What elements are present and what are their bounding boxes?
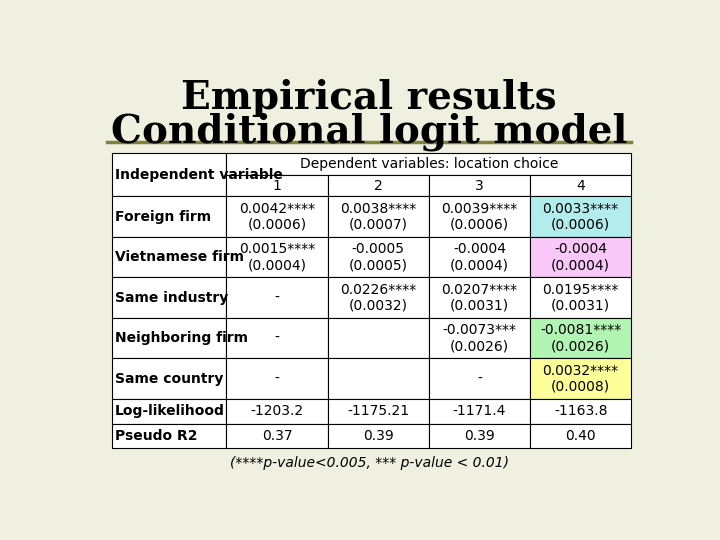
Bar <box>227 174 328 197</box>
Text: 0.0226****
(0.0032): 0.0226**** (0.0032) <box>340 282 416 313</box>
Bar <box>112 237 227 278</box>
Bar <box>429 318 530 359</box>
Text: -: - <box>274 291 279 305</box>
Bar <box>328 197 429 237</box>
Bar <box>227 359 328 399</box>
Bar <box>112 399 227 423</box>
Bar <box>112 318 227 359</box>
Bar <box>227 153 631 174</box>
Text: Empirical results: Empirical results <box>181 79 557 117</box>
Bar <box>112 153 227 197</box>
Bar <box>112 278 227 318</box>
Text: Independent variable: Independent variable <box>115 167 283 181</box>
Text: 0.0207****
(0.0031): 0.0207**** (0.0031) <box>441 282 518 313</box>
Bar <box>530 174 631 197</box>
Bar <box>429 197 530 237</box>
Bar <box>227 318 328 359</box>
Bar <box>227 278 328 318</box>
Bar <box>227 423 328 448</box>
Bar <box>530 197 631 237</box>
Bar <box>227 197 328 237</box>
Bar <box>328 174 429 197</box>
Bar <box>112 359 227 399</box>
Text: -0.0073***
(0.0026): -0.0073*** (0.0026) <box>443 323 516 353</box>
Text: (****p-value<0.005, *** p-value < 0.01): (****p-value<0.005, *** p-value < 0.01) <box>230 456 508 470</box>
Text: 0.0015****
(0.0004): 0.0015**** (0.0004) <box>239 242 315 272</box>
Text: 0.0039****
(0.0006): 0.0039**** (0.0006) <box>441 201 518 232</box>
Bar <box>328 399 429 423</box>
Text: -0.0004
(0.0004): -0.0004 (0.0004) <box>450 242 509 272</box>
Text: Pseudo R2: Pseudo R2 <box>115 429 197 443</box>
Text: 3: 3 <box>475 179 484 193</box>
Text: Vietnamese firm: Vietnamese firm <box>115 250 244 264</box>
Bar <box>227 237 328 278</box>
Text: Log-likelihood: Log-likelihood <box>115 404 225 418</box>
Bar <box>429 423 530 448</box>
Text: Conditional logit model: Conditional logit model <box>111 113 627 151</box>
Text: 0.0042****
(0.0006): 0.0042**** (0.0006) <box>239 201 315 232</box>
Text: -: - <box>274 372 279 386</box>
Text: Dependent variables: location choice: Dependent variables: location choice <box>300 157 558 171</box>
Text: -1163.8: -1163.8 <box>554 404 608 418</box>
Bar <box>328 237 429 278</box>
Text: -0.0081****
(0.0026): -0.0081**** (0.0026) <box>540 323 621 353</box>
Text: Same country: Same country <box>115 372 223 386</box>
Text: -: - <box>477 372 482 386</box>
Bar <box>328 359 429 399</box>
Bar <box>530 423 631 448</box>
Text: -1203.2: -1203.2 <box>251 404 304 418</box>
Bar <box>530 237 631 278</box>
Bar <box>530 278 631 318</box>
Text: 4: 4 <box>576 179 585 193</box>
Bar <box>429 278 530 318</box>
Bar <box>429 237 530 278</box>
Text: 0.0195****
(0.0031): 0.0195**** (0.0031) <box>542 282 619 313</box>
Text: 0.0033****
(0.0006): 0.0033**** (0.0006) <box>543 201 618 232</box>
Text: 0.0038****
(0.0007): 0.0038**** (0.0007) <box>340 201 416 232</box>
Bar <box>328 318 429 359</box>
Bar <box>112 423 227 448</box>
Bar <box>112 197 227 237</box>
Text: 0.39: 0.39 <box>464 429 495 443</box>
Text: -1175.21: -1175.21 <box>347 404 410 418</box>
Text: 0.0032****
(0.0008): 0.0032**** (0.0008) <box>543 363 618 394</box>
Text: -1171.4: -1171.4 <box>453 404 506 418</box>
Text: 2: 2 <box>374 179 382 193</box>
Text: 0.37: 0.37 <box>262 429 292 443</box>
Bar <box>429 399 530 423</box>
Bar <box>530 359 631 399</box>
Text: -0.0004
(0.0004): -0.0004 (0.0004) <box>552 242 610 272</box>
Text: Same industry: Same industry <box>115 291 228 305</box>
Text: -0.0005
(0.0005): -0.0005 (0.0005) <box>348 242 408 272</box>
Bar <box>429 174 530 197</box>
Text: 1: 1 <box>273 179 282 193</box>
Text: -: - <box>274 331 279 345</box>
Bar <box>328 423 429 448</box>
Text: 0.39: 0.39 <box>363 429 394 443</box>
Text: Foreign firm: Foreign firm <box>115 210 211 224</box>
Bar <box>429 359 530 399</box>
Bar <box>328 278 429 318</box>
Text: Neighboring firm: Neighboring firm <box>115 331 248 345</box>
Bar <box>227 399 328 423</box>
Text: 0.40: 0.40 <box>565 429 596 443</box>
Bar <box>530 318 631 359</box>
Bar <box>530 399 631 423</box>
